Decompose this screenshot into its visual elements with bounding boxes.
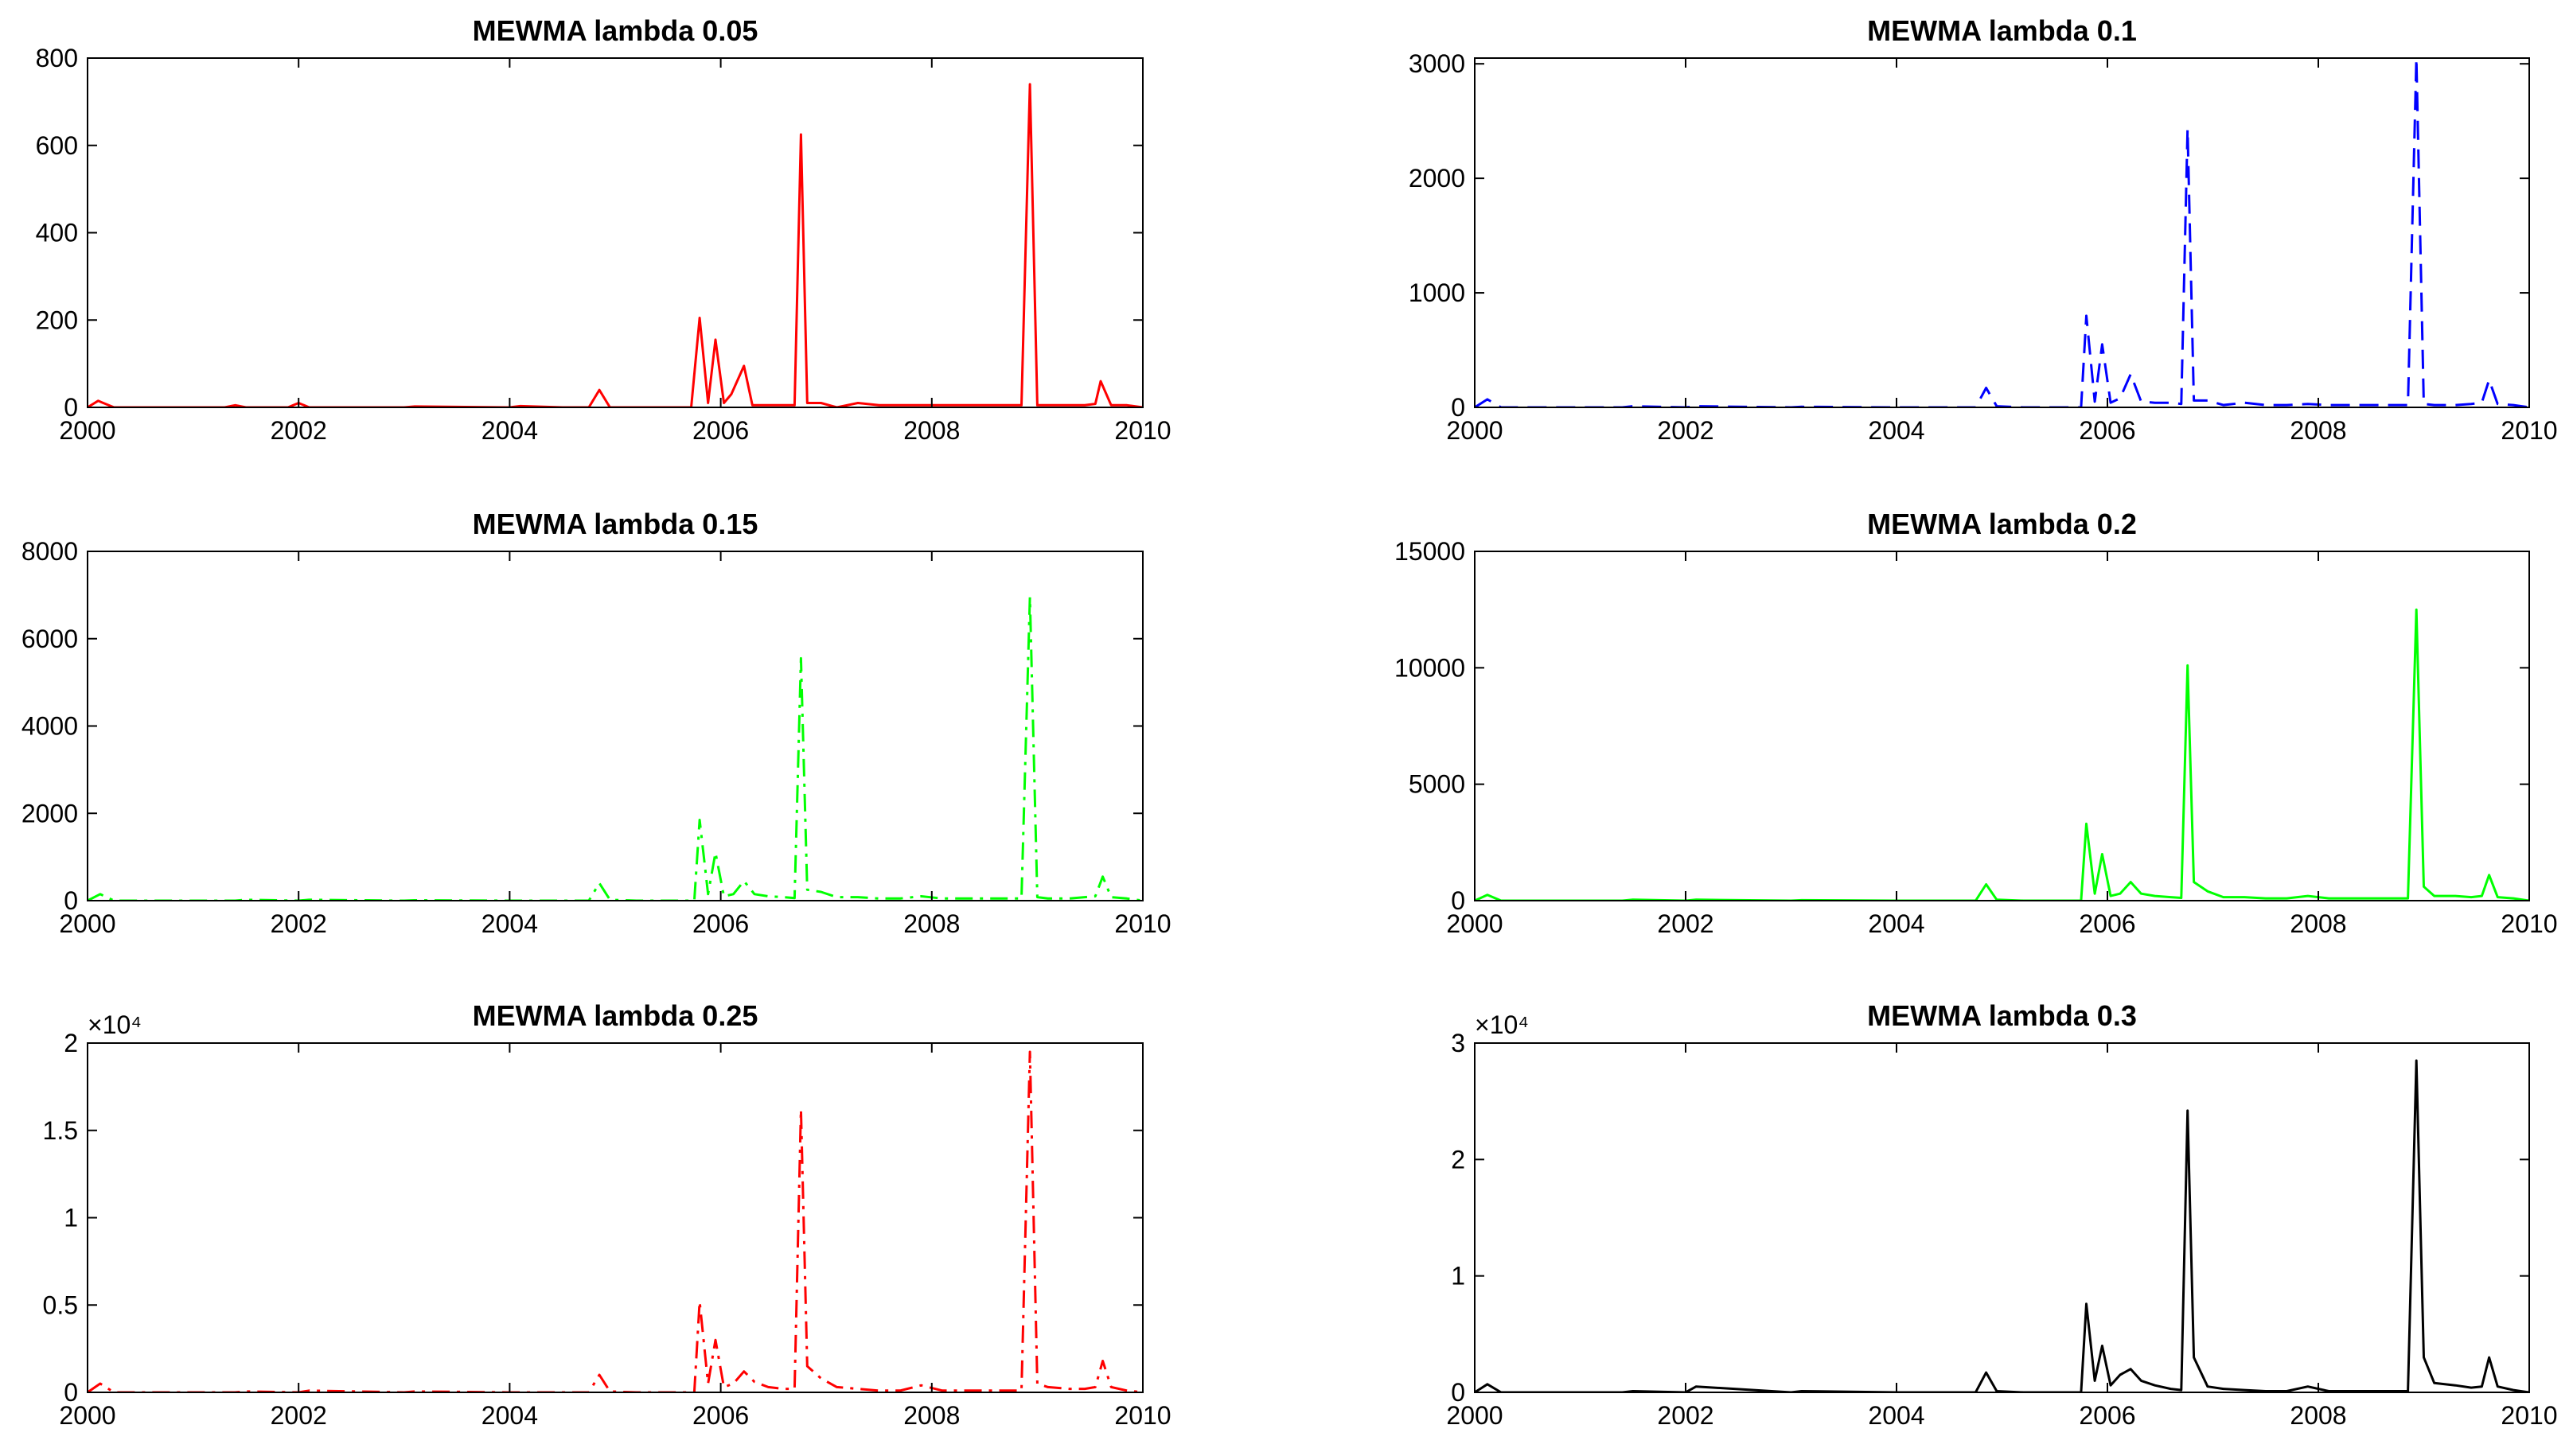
x-tick-label: 2006 [692,1401,749,1430]
x-tick-label: 2004 [1868,909,1924,938]
subplot: MEWMA lambda 0.3 ×10⁴ 2000 2002 2004 2006 2008… [1446,999,2557,1430]
y-tick-label: 0 [64,1378,78,1407]
x-tick-label: 2002 [271,1401,327,1430]
x-tick-label: 2006 [2079,909,2135,938]
x-tick-label: 2008 [903,416,960,445]
y-tick-label: 1000 [1409,278,1465,307]
y-tick-label: 10000 [1394,653,1465,682]
series-line [1475,1059,2529,1392]
axes-frame [1474,551,2530,901]
x-tick-label: 2002 [1657,416,1713,445]
axes-frame [87,1042,1144,1393]
x-tick-label: 2006 [2079,1401,2135,1430]
subplot: MEWMA lambda 0.1 2000 2002 2004 2006 2008 2010… [1409,14,2558,445]
y-tick-label: 1.5 [43,1116,78,1145]
y-tick-label: 0.5 [43,1291,78,1319]
y-tick-label: 400 [36,219,78,247]
x-tick-label: 2008 [2290,1401,2346,1430]
y-tick-label: 4000 [21,712,78,741]
series-line [1475,58,2529,407]
x-tick-label: 2008 [903,909,960,938]
y-exponent-label: ×10⁴ [88,1010,142,1039]
y-tick-label: 5000 [1409,770,1465,799]
subplot: MEWMA lambda 0.2 2000 2002 2004 2006 2008 2010… [1394,508,2558,938]
x-tick-label: 2010 [1114,416,1171,445]
x-tick-label: 2002 [271,416,327,445]
y-tick-label: 6000 [21,625,78,653]
y-tick-label: 0 [1451,393,1465,422]
y-tick-label: 3 [1451,1029,1465,1057]
y-tick-label: 1 [1451,1262,1465,1291]
axes-frame [1474,1042,2530,1393]
x-tick-label: 2006 [692,416,749,445]
x-tick-label: 2002 [271,909,327,938]
x-tick-label: 2008 [2290,909,2346,938]
x-tick-label: 2006 [692,909,749,938]
x-tick-label: 2004 [481,909,538,938]
x-tick-label: 2010 [1114,909,1171,938]
y-tick-label: 800 [36,44,78,72]
x-tick-label: 2010 [1114,1401,1171,1430]
chart-title: MEWMA lambda 0.3 [1867,999,2137,1032]
x-tick-label: 2000 [1446,1401,1503,1430]
y-tick-label: 2 [1451,1145,1465,1174]
y-tick-label: 2000 [21,799,78,827]
series-line [88,596,1143,901]
chart-title: MEWMA lambda 0.05 [473,14,758,47]
x-tick-label: 2010 [2501,909,2557,938]
x-tick-label: 2002 [1657,1401,1713,1430]
series-line [88,83,1143,407]
chart-title: MEWMA lambda 0.15 [473,508,758,540]
y-tick-label: 200 [36,306,78,334]
chart-title: MEWMA lambda 0.25 [473,999,758,1032]
x-tick-label: 2006 [2079,416,2135,445]
x-tick-label: 2010 [2501,416,2557,445]
x-tick-label: 2000 [1446,416,1503,445]
y-tick-label: 0 [1451,1378,1465,1407]
series-line [1475,608,2529,901]
x-tick-label: 2000 [1446,909,1503,938]
x-tick-label: 2004 [1868,1401,1924,1430]
y-tick-label: 2000 [1409,164,1465,193]
y-tick-label: 0 [64,393,78,422]
y-tick-label: 2 [64,1029,78,1057]
x-tick-label: 2004 [1868,416,1924,445]
x-tick-label: 2000 [59,909,115,938]
x-tick-label: 2000 [59,1401,115,1430]
x-tick-label: 2002 [1657,909,1713,938]
axes-frame [1474,57,2530,408]
chart-title: MEWMA lambda 0.1 [1867,14,2137,47]
subplot: MEWMA lambda 0.15 2000 2002 2004 2006 2008 201… [21,508,1171,938]
y-tick-label: 0 [1451,886,1465,915]
x-tick-label: 2000 [59,416,115,445]
y-tick-label: 8000 [21,537,78,566]
chart-title: MEWMA lambda 0.2 [1867,508,2137,540]
y-tick-label: 600 [36,131,78,160]
series-line [88,1050,1143,1392]
y-tick-label: 1 [64,1204,78,1232]
x-tick-label: 2008 [2290,416,2346,445]
y-exponent-label: ×10⁴ [1475,1010,1529,1039]
x-tick-label: 2004 [481,1401,538,1430]
y-tick-label: 3000 [1409,49,1465,78]
x-tick-label: 2004 [481,416,538,445]
x-tick-label: 2010 [2501,1401,2557,1430]
x-tick-label: 2008 [903,1401,960,1430]
y-tick-label: 15000 [1394,537,1465,566]
axes-frame [87,551,1144,901]
y-tick-label: 0 [64,886,78,915]
axes-frame [87,57,1144,408]
